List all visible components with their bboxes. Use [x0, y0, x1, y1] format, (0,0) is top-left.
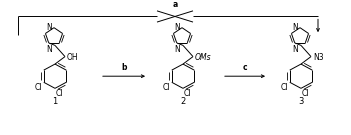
- Text: N: N: [46, 23, 52, 32]
- Text: 3: 3: [298, 97, 304, 106]
- Text: OH: OH: [67, 53, 79, 62]
- Text: a: a: [172, 0, 178, 9]
- Text: Cl: Cl: [34, 83, 42, 92]
- Text: N: N: [46, 45, 52, 54]
- Text: 1: 1: [52, 97, 58, 106]
- Text: 2: 2: [180, 97, 186, 106]
- Text: N: N: [174, 45, 180, 54]
- Text: Cl: Cl: [184, 89, 192, 98]
- Text: Cl: Cl: [280, 83, 288, 92]
- Text: N3: N3: [313, 53, 324, 62]
- Text: N: N: [174, 23, 180, 32]
- Text: OMs: OMs: [195, 53, 212, 62]
- Text: b: b: [121, 63, 127, 72]
- Text: c: c: [243, 63, 247, 72]
- Text: N: N: [292, 45, 298, 54]
- Text: Cl: Cl: [56, 89, 64, 98]
- Text: Cl: Cl: [302, 89, 310, 98]
- Text: N: N: [292, 23, 298, 32]
- Text: Cl: Cl: [162, 83, 170, 92]
